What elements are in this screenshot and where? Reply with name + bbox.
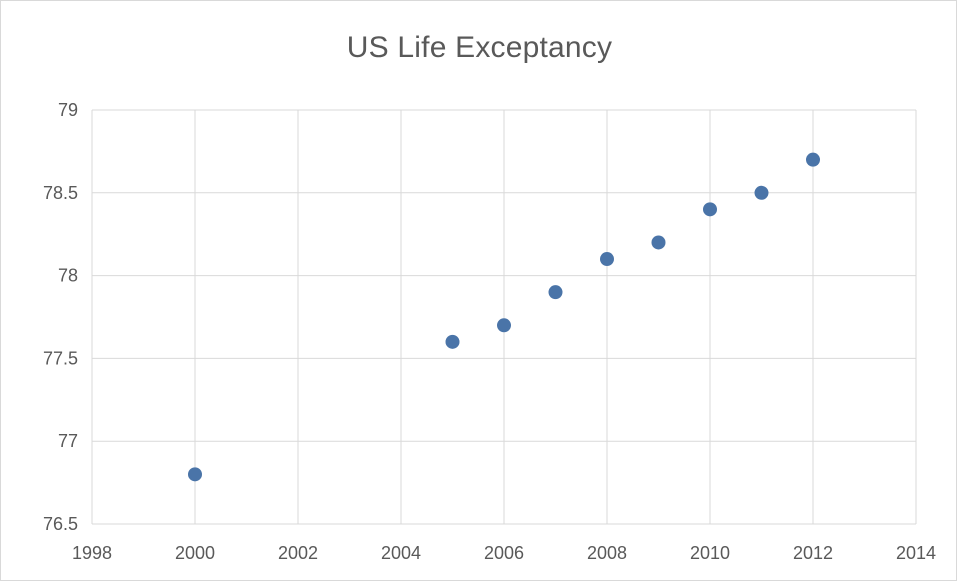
data-point [497, 318, 511, 333]
data-point [445, 334, 460, 349]
y-tick-label: 77.5 [43, 348, 78, 368]
data-point [703, 202, 717, 217]
x-tick-label: 1998 [72, 543, 112, 563]
x-tick-label: 2004 [381, 543, 421, 563]
x-tick-label: 2008 [587, 543, 627, 563]
x-tick-label: 2000 [175, 543, 215, 563]
x-tick-label: 2014 [896, 543, 936, 563]
data-point [651, 235, 666, 250]
y-tick-label: 79 [58, 100, 78, 120]
data-point [806, 152, 820, 167]
data-point [600, 252, 614, 267]
x-tick-label: 2012 [793, 543, 833, 563]
x-tick-label: 2006 [484, 543, 524, 563]
grid-layer [91, 109, 917, 525]
data-point [548, 285, 563, 300]
data-point [754, 185, 769, 200]
chart-title: US Life Exceptancy [346, 31, 613, 64]
y-tick-label: 77 [58, 431, 78, 451]
data-point [188, 467, 202, 482]
y-tick-label: 78.5 [43, 183, 78, 203]
x-tick-label: 2002 [278, 543, 318, 563]
y-tick-label: 78 [58, 266, 78, 286]
data-points [188, 152, 820, 482]
y-tick-label: 76.5 [43, 514, 78, 534]
x-tick-label: 2010 [690, 543, 730, 563]
tick-labels: 1998 2000 2002 2004 2006 2008 2010 2012 2014 76.5… [43, 100, 936, 563]
